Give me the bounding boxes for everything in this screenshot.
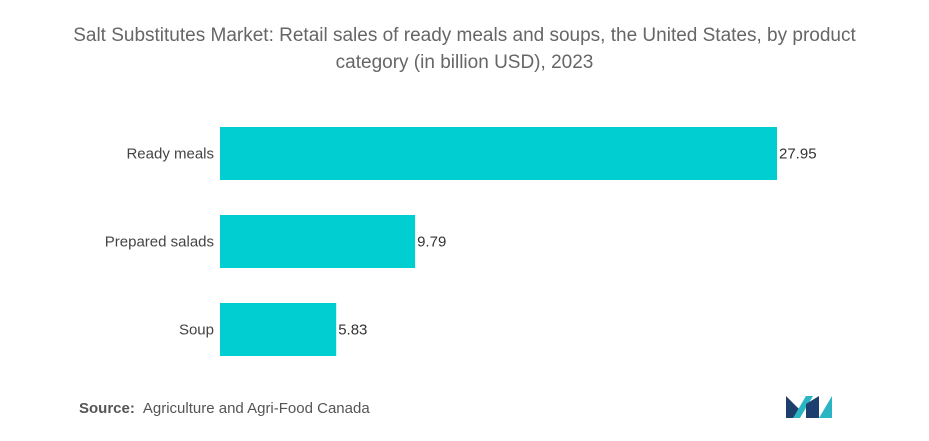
source-note: Source: Agriculture and Agri-Food Canada [79, 400, 370, 417]
chart-title: Salt Substitutes Market: Retail sales of… [73, 25, 856, 73]
bar-soup [220, 303, 337, 356]
value-label: 9.79 [417, 234, 446, 251]
source-text: Agriculture and Agri-Food Canada [142, 400, 370, 417]
category-label: Soup [179, 322, 214, 339]
bar-ready-meals [220, 127, 777, 180]
source-label: Source: [79, 400, 135, 417]
category-label: Prepared salads [105, 234, 214, 251]
value-label: 27.95 [779, 146, 817, 163]
bar-prepared-salads [220, 215, 416, 268]
category-label: Ready meals [126, 146, 214, 163]
value-label: 5.83 [338, 322, 367, 339]
mordor-intelligence-logo-icon [786, 396, 832, 418]
